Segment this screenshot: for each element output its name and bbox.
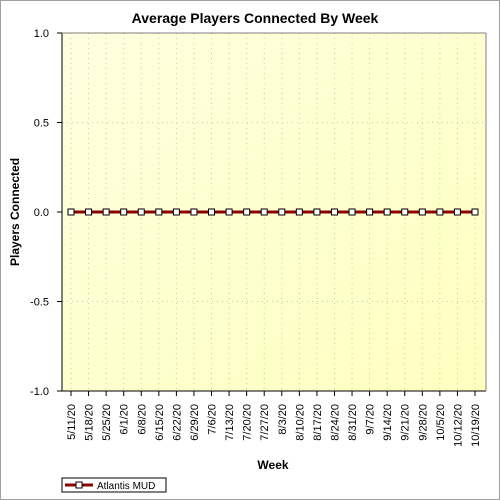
x-tick-label: 5/18/20: [84, 404, 96, 441]
data-point: [436, 208, 444, 216]
data-point: [137, 208, 145, 216]
y-tick-label: 0.5: [34, 118, 49, 130]
x-tick-label: 7/20/20: [242, 404, 254, 441]
data-point: [278, 208, 286, 216]
x-tick-label: 8/10/20: [294, 404, 306, 441]
data-point: [225, 208, 233, 216]
y-tick-label: 0.0: [34, 207, 49, 219]
x-tick-label: 5/11/20: [66, 404, 78, 440]
data-point: [102, 208, 110, 216]
y-tick-label: -1.0: [30, 386, 49, 398]
data-point: [471, 208, 479, 216]
data-point: [330, 208, 338, 216]
x-tick-label: 9/21/20: [400, 404, 412, 441]
legend-box: [61, 477, 167, 493]
data-point: [172, 208, 180, 216]
x-tick-label: 10/5/20: [435, 404, 447, 441]
data-point: [295, 208, 303, 216]
x-tick-label: 7/6/20: [207, 404, 219, 435]
chart-title: Average Players Connected By Week: [132, 10, 379, 26]
legend-series-marker: [75, 481, 83, 489]
data-point: [155, 208, 163, 216]
x-axis-title: Week: [257, 458, 288, 472]
data-point: [260, 208, 268, 216]
data-point: [453, 208, 461, 216]
data-point: [85, 208, 93, 216]
x-tick-label: 5/25/20: [101, 404, 113, 441]
x-tick-label: 6/22/20: [171, 404, 183, 441]
x-tick-label: 9/28/20: [417, 404, 429, 441]
data-point: [348, 208, 356, 216]
x-tick-label: 7/13/20: [224, 404, 236, 441]
x-tick-label: 8/3/20: [277, 404, 289, 435]
y-tick-label: 1.0: [34, 28, 49, 40]
y-tick-labels: 1.0 0.5 0.0 -0.5 -1.0: [30, 28, 49, 398]
x-tick-label: 8/31/20: [347, 404, 359, 441]
data-point: [243, 208, 251, 216]
series-atlantis-mud: [67, 208, 479, 216]
x-tick-label: 6/8/20: [136, 404, 148, 435]
axes: [57, 32, 487, 396]
legend: Atlantis MUD: [61, 477, 167, 493]
x-tick-label: 6/15/20: [154, 404, 166, 441]
x-tick-label: 8/24/20: [329, 404, 341, 441]
x-tick-label: 6/29/20: [189, 404, 201, 441]
data-point: [67, 208, 75, 216]
x-tick-labels: 5/11/20 5/18/20 5/25/20 6/1/20 6/8/20 6/15/20…: [66, 404, 482, 447]
data-point: [190, 208, 198, 216]
x-tick-label: 7/27/20: [259, 404, 271, 441]
y-tick-label: -0.5: [30, 297, 49, 309]
legend-label-atlantis-mud: Atlantis MUD: [97, 481, 155, 492]
data-point: [383, 208, 391, 216]
data-point: [418, 208, 426, 216]
x-tick-label: 6/1/20: [119, 404, 131, 435]
data-point: [313, 208, 321, 216]
x-tick-label: 8/17/20: [312, 404, 324, 441]
data-point: [120, 208, 128, 216]
x-tick-label: 9/14/20: [382, 404, 394, 441]
data-point: [401, 208, 409, 216]
x-tick-label: 10/12/20: [452, 404, 464, 447]
x-tick-label: 10/19/20: [470, 404, 482, 447]
x-tick-label: 9/7/20: [365, 404, 377, 435]
data-point: [366, 208, 374, 216]
data-point: [208, 208, 216, 216]
y-axis-title: Players Connected: [8, 158, 22, 266]
